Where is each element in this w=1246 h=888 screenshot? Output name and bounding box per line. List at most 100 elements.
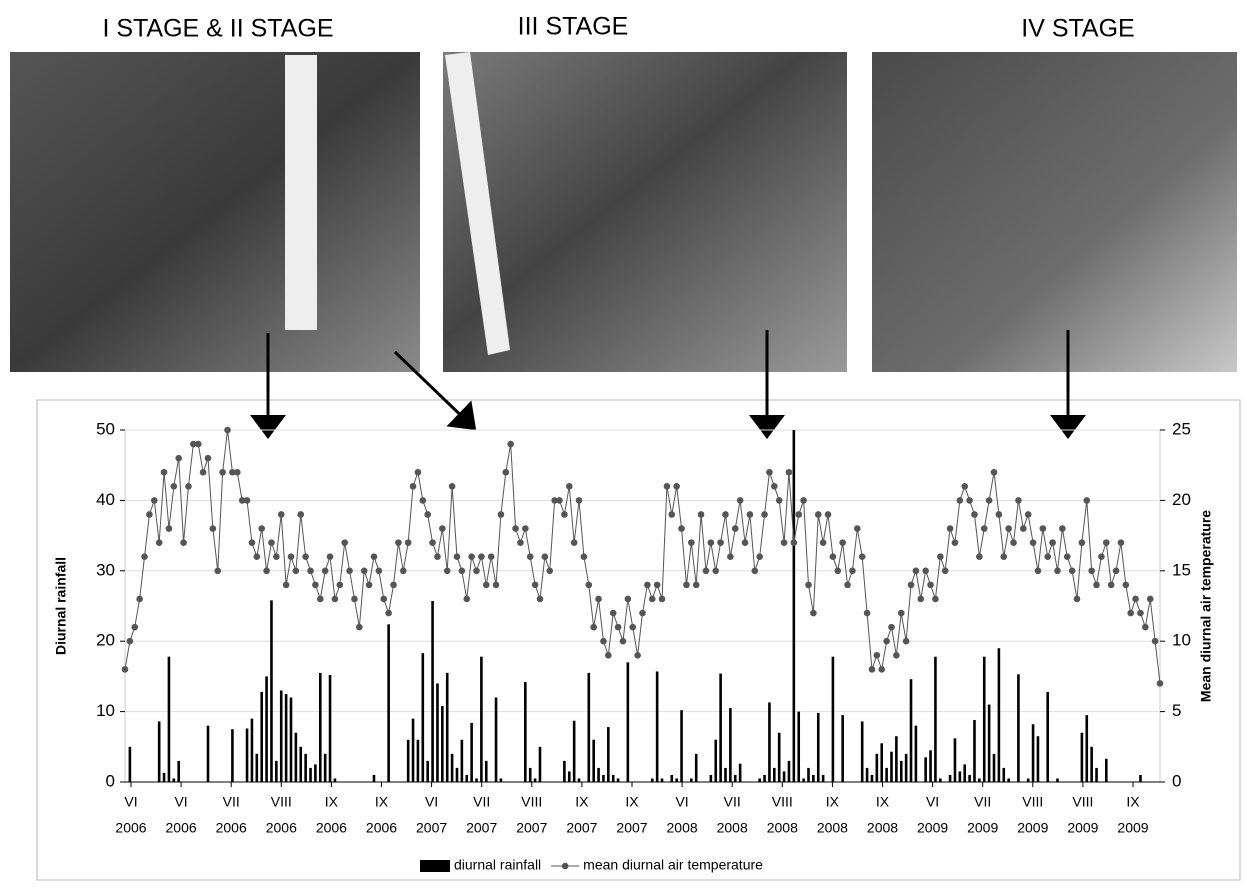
x-tick-label: 2009 — [917, 820, 948, 836]
point — [346, 568, 353, 575]
photo-title: III STAGE — [518, 13, 629, 41]
bar — [431, 601, 434, 782]
point — [903, 638, 910, 645]
bar — [573, 721, 576, 782]
bar — [885, 768, 888, 782]
point — [156, 539, 163, 546]
bar — [319, 673, 322, 782]
point — [366, 582, 373, 589]
figure: I STAGE & II STAGE III STAGE IV STAGE Di… — [0, 0, 1246, 883]
bar — [158, 721, 161, 782]
bar — [1046, 692, 1049, 782]
point — [717, 539, 724, 546]
bar — [876, 754, 879, 782]
x-tick-label: VIII — [521, 794, 542, 810]
x-tick-label: 2006 — [166, 820, 197, 836]
point — [869, 666, 876, 673]
point — [883, 638, 890, 645]
point — [644, 582, 651, 589]
point — [981, 525, 988, 532]
bar — [256, 754, 259, 782]
bar — [475, 778, 478, 782]
point — [1040, 525, 1047, 532]
bar — [988, 705, 991, 782]
point — [224, 427, 231, 434]
x-tick-label: VI — [124, 794, 137, 810]
point — [986, 497, 993, 504]
point — [542, 553, 549, 560]
bar — [524, 682, 527, 782]
point — [942, 568, 949, 575]
point — [966, 497, 973, 504]
x-tick-label: IX — [625, 794, 639, 810]
bar — [246, 728, 249, 782]
point — [317, 596, 324, 603]
point — [937, 553, 944, 560]
point — [258, 525, 265, 532]
point — [595, 596, 602, 603]
y-tick-label: 40 — [96, 490, 115, 509]
bar — [1139, 775, 1142, 782]
point — [932, 596, 939, 603]
photo-title: I STAGE & II STAGE — [102, 15, 333, 43]
point — [683, 582, 690, 589]
bar — [373, 775, 376, 782]
bar — [978, 778, 981, 782]
x-tick-label: 2006 — [216, 820, 247, 836]
bar — [773, 768, 776, 782]
point — [214, 568, 221, 575]
point — [473, 568, 480, 575]
point — [976, 553, 983, 560]
bar — [270, 600, 273, 782]
point — [688, 539, 695, 546]
bar — [568, 771, 571, 782]
point — [385, 610, 392, 617]
bar — [807, 768, 810, 782]
point — [576, 497, 583, 504]
point — [1093, 582, 1100, 589]
x-tick-label: 2009 — [1017, 820, 1048, 836]
point — [639, 610, 646, 617]
point — [283, 582, 290, 589]
bar — [1056, 778, 1059, 782]
bar — [426, 761, 429, 782]
point — [512, 525, 519, 532]
bar — [783, 771, 786, 782]
bar — [1017, 674, 1020, 782]
bar — [983, 657, 986, 782]
bar — [905, 754, 908, 782]
x-tick-label: IX — [375, 794, 389, 810]
point — [864, 610, 871, 617]
point — [654, 582, 661, 589]
point — [1127, 610, 1134, 617]
point — [913, 568, 920, 575]
x-tick-label: VII — [974, 794, 991, 810]
point — [278, 511, 285, 518]
bar — [465, 775, 468, 782]
point — [815, 511, 822, 518]
bar — [260, 692, 263, 782]
point — [673, 483, 680, 490]
bar — [1007, 778, 1010, 782]
point — [1088, 568, 1095, 575]
x-tick-label: VI — [425, 794, 438, 810]
x-tick-label: 2007 — [616, 820, 647, 836]
point — [376, 568, 383, 575]
bar — [280, 690, 283, 782]
bar — [627, 662, 630, 782]
point — [825, 511, 832, 518]
bar — [417, 740, 420, 782]
point — [312, 582, 319, 589]
point — [1103, 539, 1110, 546]
bar — [578, 778, 581, 782]
point — [732, 525, 739, 532]
bar — [695, 754, 698, 782]
point — [839, 539, 846, 546]
bar — [177, 761, 180, 782]
point — [1054, 568, 1061, 575]
point — [698, 511, 705, 518]
bar — [812, 775, 815, 782]
point — [556, 497, 563, 504]
point — [449, 483, 456, 490]
point — [1118, 539, 1125, 546]
